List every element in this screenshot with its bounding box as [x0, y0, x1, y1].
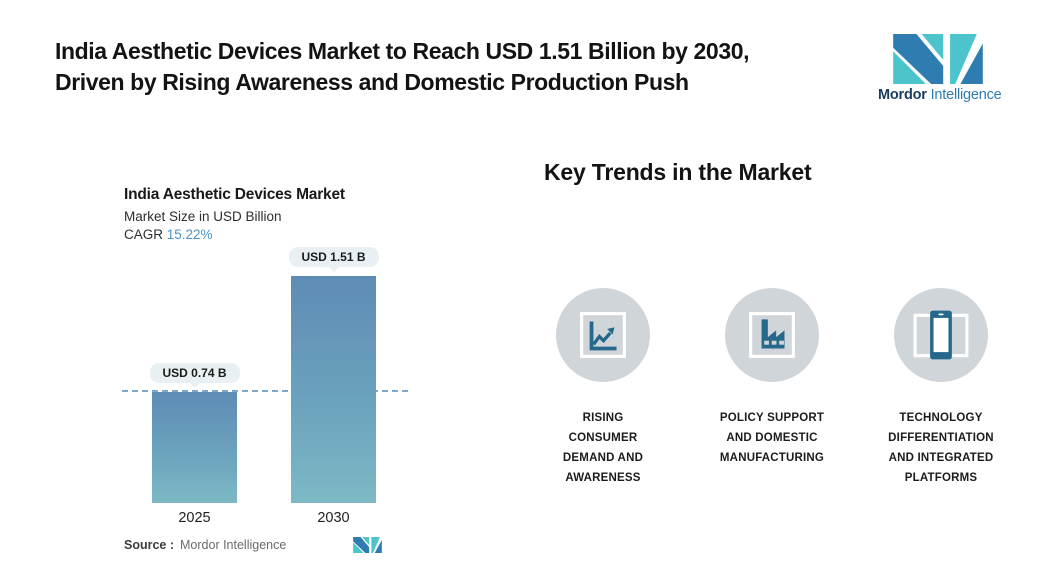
source-row: Source : Mordor Intelligence: [124, 537, 382, 553]
bar-group-2030: USD 1.51 B 2030: [288, 247, 379, 526]
trend-label: RISING CONSUMER DEMAND AND AWARENESS: [562, 412, 644, 484]
trend-circle: [556, 288, 650, 382]
source-value: Mordor Intelligence: [180, 538, 287, 552]
trend-circle: [725, 288, 819, 382]
line-chart-icon: [580, 312, 626, 358]
bar-group-2025: USD 0.74 B 2025: [149, 363, 240, 526]
mordor-intelligence-mini-logo-icon: [353, 537, 382, 553]
smartphone-icon: [913, 310, 969, 360]
trend-item-policy-support: POLICY SUPPORT AND DOMESTIC MANUFACTURIN…: [682, 288, 862, 468]
bar-2030: [291, 276, 376, 503]
bar-value-label-2025: USD 0.74 B: [149, 363, 240, 383]
key-trends-heading: Key Trends in the Market: [544, 159, 812, 185]
bar-2025: [152, 392, 237, 503]
trend-item-technology: TECHNOLOGY DIFFERENTIATION AND INTEGRATE…: [851, 288, 1031, 488]
mordor-intelligence-logo-icon: [893, 34, 983, 84]
brand-name: Mordor Intelligence: [878, 87, 1002, 103]
x-tick-2030: 2030: [317, 510, 350, 526]
bar-value-label-2030: USD 1.51 B: [288, 247, 379, 267]
x-tick-2025: 2025: [178, 510, 211, 526]
factory-icon: [749, 312, 795, 358]
reference-dashed-line: [122, 390, 408, 392]
chart-cagr: CAGR 15.22%: [124, 227, 213, 242]
bar-chart: USD 0.74 B 2025 USD 1.51 B 2030: [122, 247, 408, 526]
trend-item-consumer-demand: RISING CONSUMER DEMAND AND AWARENESS: [513, 288, 693, 488]
page-title: India Aesthetic Devices Market to Reach …: [55, 38, 750, 95]
trend-circle: [894, 288, 988, 382]
trend-label: TECHNOLOGY DIFFERENTIATION AND INTEGRATE…: [888, 412, 994, 484]
cagr-value: 15.22%: [166, 227, 213, 242]
chart-subtitle: Market Size in USD Billion: [124, 209, 282, 224]
trend-label: POLICY SUPPORT AND DOMESTIC MANUFACTURIN…: [719, 412, 825, 464]
cagr-label: CAGR: [124, 227, 167, 242]
brand-logo: Mordor Intelligence: [878, 34, 1002, 103]
chart-title: India Aesthetic Devices Market: [124, 186, 345, 203]
source-label: Source :: [124, 538, 175, 552]
